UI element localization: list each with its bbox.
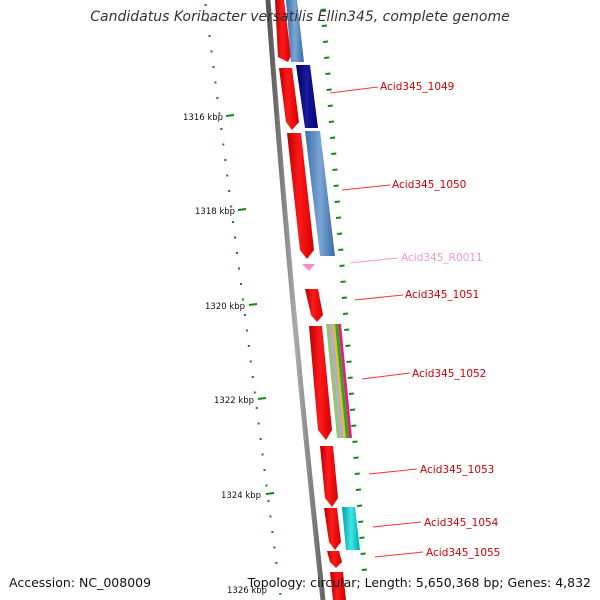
genome-summary: Topology: circular; Length: 5,650,368 bp… — [247, 575, 591, 590]
gc-dot — [324, 56, 330, 59]
forward-cds-block[interactable] — [327, 551, 342, 568]
forward-cds-block[interactable] — [309, 326, 332, 440]
gc-dot — [361, 568, 367, 571]
gene-label-acid345-1051[interactable]: Acid345_1051 — [405, 289, 479, 301]
gc-dot — [327, 104, 333, 107]
gene-labels: Acid345_1049 Acid345_1050 Acid345_R0011 … — [380, 81, 500, 559]
reverse-cds-block[interactable] — [296, 65, 318, 128]
position-axis: 1316 kbp 1318 kbp 1320 kbp 1322 kbp 1324… — [183, 113, 275, 596]
accession-label: Accession: NC_008009 — [9, 575, 152, 590]
gc-dot — [357, 504, 363, 507]
gc-dot — [344, 328, 350, 331]
gc-dot — [338, 248, 344, 251]
gc-dot — [340, 280, 346, 283]
gc-dot — [325, 72, 331, 75]
gc-dot — [354, 472, 360, 475]
gene-label-acid345-1050[interactable]: Acid345_1050 — [392, 179, 466, 191]
forward-cds-block[interactable] — [324, 508, 341, 550]
gene-label-acid345-1049[interactable]: Acid345_1049 — [380, 81, 454, 93]
gc-dot — [349, 408, 356, 411]
gc-content-track — [204, 4, 367, 595]
axis-tick-label: 1324 kbp — [221, 491, 261, 501]
gene-label-acid345-r0011[interactable]: Acid345_R0011 — [401, 252, 483, 264]
gc-dot — [331, 152, 337, 155]
gc-dot — [322, 40, 329, 43]
axis-tick-label: 1318 kbp — [195, 207, 235, 217]
gene-label-acid345-1054[interactable]: Acid345_1054 — [424, 517, 499, 529]
gc-dot — [321, 24, 328, 27]
gc-dot — [355, 488, 362, 491]
reverse-cds-block[interactable] — [286, 0, 304, 62]
gc-dot — [330, 136, 336, 139]
forward-cds-block[interactable] — [305, 289, 323, 322]
forward-cds-block[interactable] — [279, 68, 299, 130]
gc-dot — [359, 536, 365, 539]
genome-backbone — [265, 0, 326, 600]
multicolor-feature-bands[interactable] — [326, 324, 352, 438]
feature-track — [275, 0, 360, 600]
gc-dot — [341, 296, 347, 299]
axis-tick-label: 1326 kbp — [227, 586, 267, 596]
gc-dot — [342, 312, 349, 315]
gc-dot — [337, 232, 343, 235]
label-leaders — [329, 86, 424, 558]
gc-dot — [348, 392, 354, 395]
rna-feature[interactable] — [302, 264, 315, 271]
gc-dot — [335, 216, 342, 219]
gc-dot — [352, 440, 358, 443]
forward-cds-block[interactable] — [330, 572, 346, 600]
gc-dot — [346, 360, 352, 363]
reverse-cds-block[interactable] — [305, 131, 335, 256]
gc-dot — [339, 264, 345, 267]
forward-cds-block[interactable] — [287, 133, 314, 259]
forward-cds-block[interactable] — [275, 0, 291, 62]
gc-dot — [334, 200, 340, 203]
gc-dot — [320, 8, 326, 11]
gc-dot — [347, 376, 353, 379]
gc-dot — [333, 184, 339, 187]
gene-label-acid345-1055[interactable]: Acid345_1055 — [426, 547, 500, 559]
gc-dot — [328, 120, 335, 123]
forward-cds-block[interactable] — [320, 446, 338, 507]
gene-label-acid345-1053[interactable]: Acid345_1053 — [420, 464, 494, 476]
gc-dot — [351, 424, 357, 427]
gc-dot — [358, 520, 364, 523]
axis-tick-label: 1322 kbp — [214, 396, 254, 406]
gc-dot — [326, 88, 332, 91]
gc-dot — [353, 456, 359, 459]
gc-dot — [345, 344, 351, 347]
reverse-cds-block[interactable] — [342, 507, 360, 550]
gc-dot — [360, 552, 366, 555]
genome-title: Candidatus Koribacter versatilis Ellin34… — [90, 9, 510, 25]
axis-tick-label: 1316 kbp — [183, 113, 223, 123]
gene-label-acid345-1052[interactable]: Acid345_1052 — [412, 368, 486, 380]
gc-dot — [332, 168, 338, 171]
axis-tick-label: 1320 kbp — [205, 302, 245, 312]
